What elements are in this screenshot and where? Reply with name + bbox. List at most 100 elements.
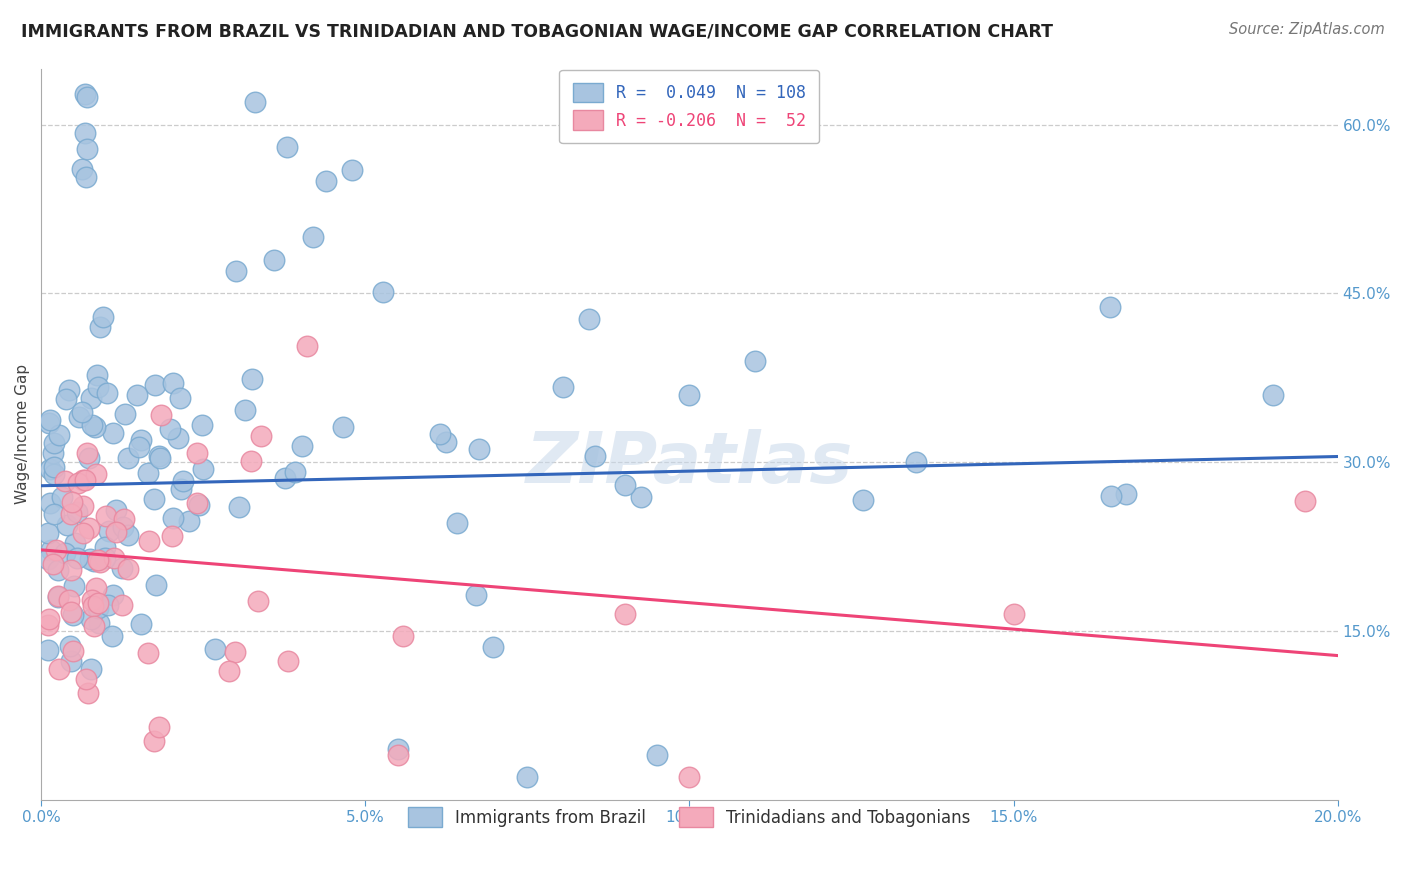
Point (613, 477, 636, 491)
Point (263, 252, 285, 267)
Point (73, 473, 96, 487)
Point (148, 449, 170, 463)
Point (179, 514, 201, 528)
Point (38, 413, 60, 427)
Point (62, 607, 84, 622)
Point (86, 368, 108, 382)
Point (295, 339, 318, 353)
Point (60, 507, 83, 521)
Point (60, 495, 83, 509)
Point (112, 512, 135, 526)
Point (103, 426, 125, 441)
Point (159, 422, 181, 436)
Point (302, 230, 325, 244)
Y-axis label: Wage/Income Gap: Wage/Income Gap (15, 364, 30, 504)
Point (60, 605, 83, 619)
Point (87, 595, 110, 609)
Point (128, 440, 150, 454)
Point (186, 446, 208, 460)
Point (80, 662, 103, 676)
Point (145, 578, 167, 592)
Point (553, 380, 575, 394)
Point (58, 592, 80, 607)
Text: ZIPatlas: ZIPatlas (526, 429, 853, 498)
Point (84, 467, 107, 481)
Point (645, 747, 668, 762)
Point (83, 618, 105, 632)
Point (103, 551, 125, 566)
Point (136, 646, 159, 660)
Point (72, 525, 94, 540)
Point (225, 264, 247, 278)
Point (235, 403, 257, 417)
Point (80, 391, 103, 405)
Point (38, 611, 60, 625)
Point (117, 561, 139, 575)
Point (905, 455, 928, 469)
Point (77, 521, 100, 535)
Point (75, 170, 97, 185)
Point (37, 618, 59, 632)
Point (91, 310, 114, 324)
Point (59, 654, 82, 668)
Point (434, 434, 457, 449)
Point (42, 507, 65, 521)
Point (87, 600, 110, 615)
Point (143, 378, 166, 392)
Point (277, 654, 299, 668)
Point (65, 550, 87, 565)
Point (467, 442, 489, 456)
Point (169, 391, 191, 405)
Point (173, 475, 195, 489)
Point (97, 598, 120, 612)
Point (387, 747, 409, 762)
Point (77, 450, 100, 465)
Point (75, 672, 97, 686)
Point (240, 371, 263, 385)
Point (250, 428, 273, 442)
Point (80, 593, 103, 607)
Point (228, 500, 250, 514)
Text: Source: ZipAtlas.com: Source: ZipAtlas.com (1229, 22, 1385, 37)
Point (481, 640, 503, 655)
Point (66, 476, 89, 491)
Point (82, 599, 104, 613)
Point (101, 588, 124, 602)
Point (630, 490, 652, 504)
Point (59, 640, 82, 654)
Point (1115, 487, 1137, 501)
Point (62, 579, 84, 593)
Point (162, 376, 184, 390)
Point (852, 492, 875, 507)
Point (247, 593, 270, 607)
Point (291, 439, 314, 453)
Point (274, 471, 297, 485)
Point (89, 615, 111, 630)
Point (1002, 607, 1025, 621)
Point (284, 465, 307, 479)
Point (76, 445, 98, 459)
Point (37, 551, 59, 566)
Point (243, 95, 266, 110)
Point (315, 174, 337, 188)
Point (150, 408, 173, 422)
Point (114, 407, 136, 421)
Point (111, 598, 134, 612)
Point (53, 474, 76, 488)
Point (613, 607, 636, 621)
Point (60, 563, 83, 577)
Point (160, 529, 183, 543)
Point (76, 686, 98, 700)
Point (41, 558, 63, 572)
Point (39, 496, 62, 510)
Point (101, 629, 124, 643)
Point (73, 87, 96, 102)
Point (1099, 489, 1122, 503)
Point (744, 354, 766, 368)
Point (98, 524, 121, 538)
Point (51, 490, 73, 504)
Point (83, 554, 105, 568)
Point (39, 542, 62, 557)
Point (55, 392, 77, 407)
Point (75, 126, 97, 140)
